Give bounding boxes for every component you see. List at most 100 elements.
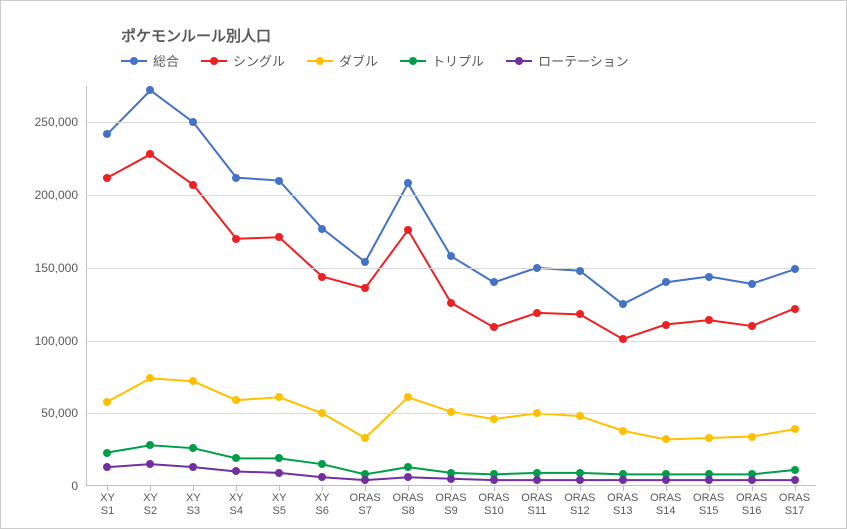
data-point	[404, 473, 412, 481]
data-point	[748, 322, 756, 330]
data-point	[232, 454, 240, 462]
legend-label: シングル	[233, 51, 285, 70]
data-point	[619, 300, 627, 308]
x-tick	[709, 486, 710, 491]
data-point	[275, 233, 283, 241]
gridline	[86, 195, 816, 196]
data-point	[490, 415, 498, 423]
series-line	[107, 154, 794, 339]
data-point	[189, 444, 197, 452]
data-point	[662, 278, 670, 286]
data-point	[275, 177, 283, 185]
data-point	[318, 473, 326, 481]
data-point	[103, 130, 111, 138]
data-point	[404, 463, 412, 471]
x-tick	[236, 486, 237, 491]
data-point	[791, 305, 799, 313]
legend-label: 総合	[153, 51, 179, 70]
legend-label: トリプル	[432, 51, 484, 70]
data-point	[447, 299, 455, 307]
y-tick-label: 100,000	[35, 334, 86, 348]
data-point	[576, 267, 584, 275]
data-point	[791, 476, 799, 484]
x-tick	[494, 486, 495, 491]
data-point	[447, 408, 455, 416]
data-point	[189, 181, 197, 189]
legend-swatch-icon	[400, 60, 426, 62]
data-point	[189, 377, 197, 385]
legend-marker-icon	[515, 57, 523, 65]
data-point	[146, 441, 154, 449]
data-point	[404, 226, 412, 234]
data-point	[318, 409, 326, 417]
data-point	[232, 174, 240, 182]
x-tick	[365, 486, 366, 491]
data-point	[318, 225, 326, 233]
data-point	[533, 264, 541, 272]
data-point	[361, 284, 369, 292]
legend-swatch-icon	[506, 60, 532, 62]
data-point	[490, 323, 498, 331]
x-tick	[623, 486, 624, 491]
legend-swatch-icon	[307, 60, 333, 62]
data-point	[447, 252, 455, 260]
data-point	[275, 393, 283, 401]
data-point	[748, 433, 756, 441]
data-point	[275, 469, 283, 477]
data-point	[318, 273, 326, 281]
x-tick	[322, 486, 323, 491]
legend-swatch-icon	[201, 60, 227, 62]
y-tick-label: 200,000	[35, 188, 86, 202]
y-tick-label: 150,000	[35, 261, 86, 275]
chart-container: ポケモンルール別人口 総合 シングル ダブル トリプル ローテーション 0 50,000 1…	[0, 0, 847, 529]
data-point	[576, 310, 584, 318]
data-point	[748, 280, 756, 288]
legend-marker-icon	[210, 57, 218, 65]
x-tick	[408, 486, 409, 491]
data-point	[361, 476, 369, 484]
data-point	[404, 179, 412, 187]
data-point	[533, 409, 541, 417]
x-tick	[107, 486, 108, 491]
x-tick	[193, 486, 194, 491]
data-point	[619, 427, 627, 435]
chart-title: ポケモンルール別人口	[121, 25, 271, 46]
x-tick	[451, 486, 452, 491]
y-tick-label: 50,000	[41, 406, 86, 420]
legend-swatch-icon	[121, 60, 147, 62]
data-point	[662, 476, 670, 484]
legend-item: ローテーション	[506, 51, 629, 70]
legend: 総合 シングル ダブル トリプル ローテーション	[121, 51, 629, 70]
data-point	[361, 258, 369, 266]
legend-label: ダブル	[339, 51, 378, 70]
gridline	[86, 341, 816, 342]
y-tick-label: 0	[71, 479, 86, 493]
data-point	[662, 435, 670, 443]
legend-item: ダブル	[307, 51, 378, 70]
data-point	[232, 396, 240, 404]
data-point	[705, 316, 713, 324]
data-point	[490, 278, 498, 286]
data-point	[146, 150, 154, 158]
data-point	[748, 476, 756, 484]
data-point	[791, 466, 799, 474]
data-point	[791, 265, 799, 273]
legend-marker-icon	[316, 57, 324, 65]
data-point	[576, 412, 584, 420]
gridline	[86, 268, 816, 269]
data-point	[103, 463, 111, 471]
data-point	[189, 463, 197, 471]
data-point	[318, 460, 326, 468]
x-tick	[666, 486, 667, 491]
data-point	[275, 454, 283, 462]
data-point	[146, 86, 154, 94]
data-point	[103, 449, 111, 457]
data-point	[662, 321, 670, 329]
data-point	[791, 425, 799, 433]
data-point	[705, 434, 713, 442]
data-point	[404, 393, 412, 401]
data-point	[146, 374, 154, 382]
data-point	[361, 434, 369, 442]
data-point	[103, 174, 111, 182]
data-point	[232, 467, 240, 475]
